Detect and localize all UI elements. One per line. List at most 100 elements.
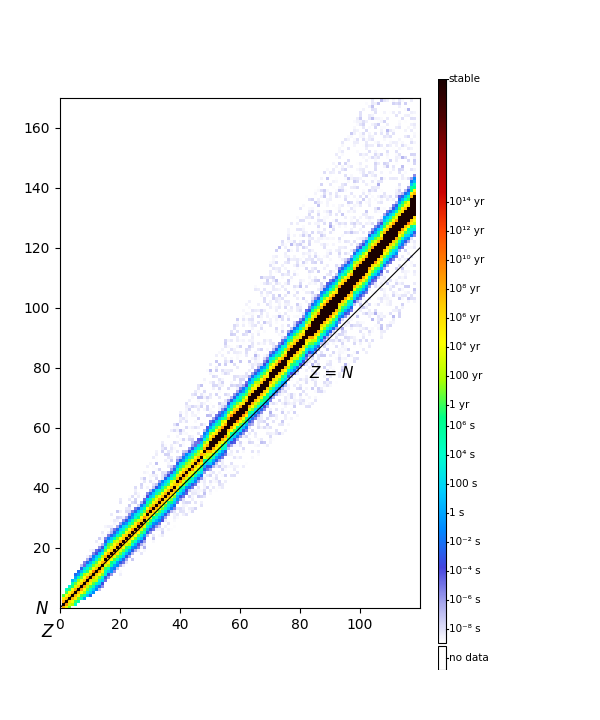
Bar [438,636,446,637]
Bar [438,141,446,142]
Bar [438,399,446,400]
Bar [438,338,446,339]
Bar [438,393,446,394]
Bar [438,252,446,253]
Bar [438,438,446,439]
Bar [438,479,446,480]
Bar [438,555,446,556]
Bar [438,394,446,395]
Bar [438,143,446,144]
Bar [438,310,446,312]
Bar [438,525,446,526]
Bar [438,183,446,184]
Bar [438,315,446,316]
Bar [438,161,446,162]
Bar [438,589,446,590]
Bar [438,485,446,487]
Bar [438,418,446,420]
Bar [438,275,446,276]
Bar [438,243,446,244]
Bar [438,284,446,285]
Bar [438,389,446,390]
Bar [438,206,446,207]
Bar [438,451,446,452]
Bar [438,450,446,451]
Bar [438,469,446,470]
Bar [438,448,446,449]
Bar [438,512,446,513]
Bar [438,614,446,616]
Bar [438,129,446,130]
Bar [438,545,446,546]
Bar [438,260,446,261]
Bar [438,343,446,345]
Text: 10⁶ s: 10⁶ s [449,421,475,431]
Bar [438,222,446,223]
Bar [438,200,446,202]
Bar [438,477,446,478]
Bar [438,283,446,284]
Bar [438,543,446,544]
Bar [438,132,446,133]
Bar [438,319,446,320]
Bar [438,458,446,459]
Bar [438,168,446,169]
Bar [438,395,446,396]
Text: 1 s: 1 s [449,508,464,518]
Bar [438,403,446,404]
Bar [438,462,446,464]
Bar [438,530,446,531]
Bar [438,429,446,431]
Bar [438,242,446,243]
Bar [438,250,446,251]
Bar [438,478,446,479]
Bar [438,437,446,438]
Bar [438,640,446,641]
Bar [438,504,446,505]
Bar [438,144,446,145]
Bar [438,140,446,141]
Bar [438,304,446,305]
Bar [438,308,446,310]
Bar [438,373,446,374]
Bar [438,601,446,603]
Bar [438,115,446,117]
Text: 100 s: 100 s [449,479,477,489]
Bar [438,422,446,423]
Bar [438,603,446,605]
Bar [438,295,446,296]
Text: Z = N: Z = N [309,366,353,382]
Bar [438,618,446,620]
Bar [438,84,446,85]
Bar [438,566,446,567]
Bar [438,276,446,277]
Bar [438,188,446,189]
Bar [438,635,446,636]
Bar [438,171,446,173]
Bar [438,587,446,588]
Bar [438,292,446,293]
Bar [438,457,446,458]
Bar [438,199,446,200]
Bar [438,120,446,121]
Bar [438,337,446,338]
Bar [438,138,446,139]
Bar [438,445,446,446]
Bar [438,412,446,413]
Bar [438,400,446,401]
Bar [438,192,446,193]
Bar [438,289,446,291]
Bar [438,609,446,610]
Bar [438,354,446,356]
Bar [438,135,446,137]
Text: 1 yr: 1 yr [449,400,469,410]
Text: 10⁶ yr: 10⁶ yr [449,312,479,323]
Bar [438,446,446,447]
Text: 10¹² yr: 10¹² yr [449,226,484,236]
Bar [438,294,446,295]
Bar [438,94,446,96]
Bar [438,269,446,270]
Bar [438,248,446,249]
Bar [438,160,446,161]
Bar [438,258,446,260]
